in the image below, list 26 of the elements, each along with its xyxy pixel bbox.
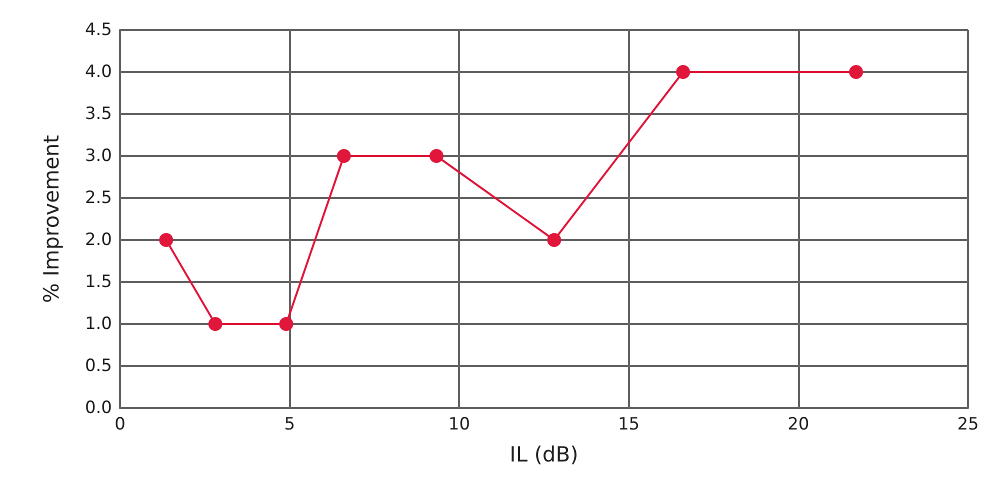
y-tick-label: 0.0 bbox=[84, 398, 112, 418]
y-tick-label: 3.0 bbox=[84, 146, 112, 166]
point bbox=[208, 317, 222, 331]
point bbox=[547, 233, 562, 247]
y-tick-label: 3.5 bbox=[84, 104, 112, 124]
x-axis-title: IL (dB) bbox=[510, 442, 578, 466]
y-tick-label: 1.0 bbox=[84, 314, 112, 334]
y-axis-title: % Improvement bbox=[40, 135, 64, 303]
y-tick-label: 4.5 bbox=[84, 20, 112, 40]
x-tick-label: 10 bbox=[448, 414, 470, 434]
point bbox=[676, 65, 690, 79]
point bbox=[159, 233, 174, 247]
point bbox=[279, 317, 294, 331]
y-tick-label: 0.5 bbox=[84, 356, 112, 376]
y-tick-label: 2.0 bbox=[84, 230, 112, 250]
x-tick-label: 20 bbox=[788, 414, 810, 434]
x-tick-label: 15 bbox=[618, 414, 640, 434]
y-tick-label: 1.5 bbox=[84, 272, 112, 292]
point bbox=[336, 149, 351, 163]
x-tick-label: 5 bbox=[284, 414, 296, 434]
y-tick-label: 4.0 bbox=[84, 62, 112, 82]
x-tick-label: 0 bbox=[114, 414, 126, 434]
point bbox=[849, 65, 864, 79]
x-tick-label: 25 bbox=[957, 414, 979, 434]
y-tick-label: 2.5 bbox=[84, 188, 112, 208]
point bbox=[429, 149, 444, 163]
